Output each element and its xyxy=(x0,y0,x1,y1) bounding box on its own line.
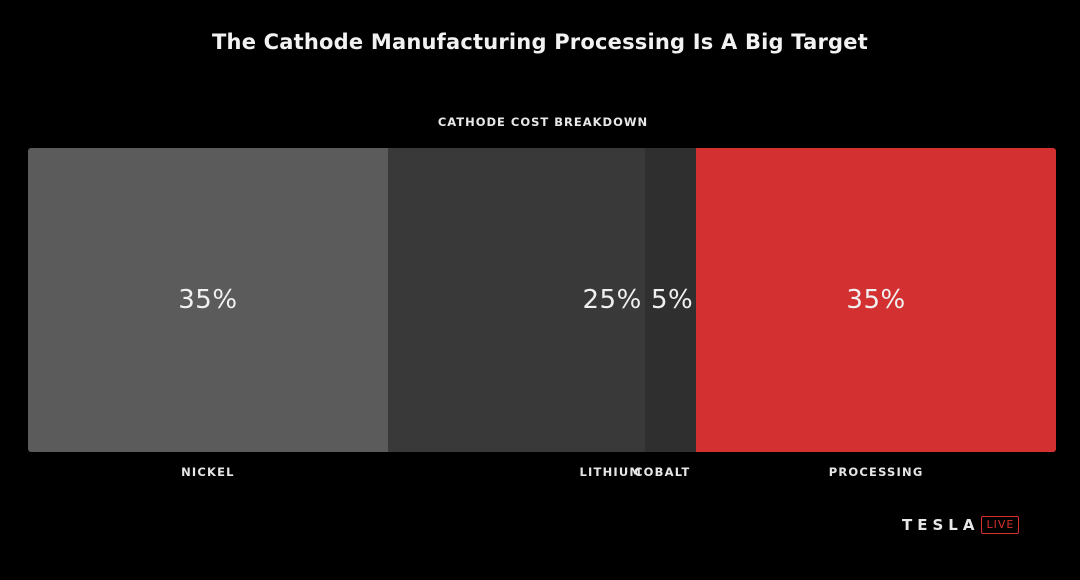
tesla-live-logo: TESLA LIVE xyxy=(902,516,1020,534)
category-label-lithium: LITHIUM xyxy=(579,465,643,479)
value-label-cobalt: 5% xyxy=(650,285,694,315)
category-label-nickel: NICKEL xyxy=(181,465,235,479)
tesla-wordmark: TESLA xyxy=(902,516,980,534)
live-badge: LIVE xyxy=(981,516,1020,534)
bar-segment-processing: 35% xyxy=(696,148,1056,452)
bar-segment-lithium: 25% xyxy=(387,148,645,452)
category-labels: NICKEL LITHIUM COBALT PROCESSING xyxy=(28,465,1056,481)
value-label-lithium: 25% xyxy=(582,285,642,315)
category-label-processing: PROCESSING xyxy=(828,465,924,479)
value-label-processing: 35% xyxy=(846,285,906,315)
page-title: The Cathode Manufacturing Processing Is … xyxy=(212,30,868,54)
stacked-bar-chart: 35% 25% 5% 35% xyxy=(28,148,1056,452)
category-label-cobalt: COBALT xyxy=(634,465,691,479)
chart-title: CATHODE COST BREAKDOWN xyxy=(437,115,649,129)
bar-segment-nickel: 35% xyxy=(28,148,388,452)
bar-segment-cobalt: 5% xyxy=(644,148,697,452)
value-label-nickel: 35% xyxy=(178,285,238,315)
